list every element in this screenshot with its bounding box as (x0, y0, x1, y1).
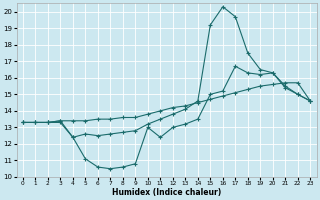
X-axis label: Humidex (Indice chaleur): Humidex (Indice chaleur) (112, 188, 221, 197)
